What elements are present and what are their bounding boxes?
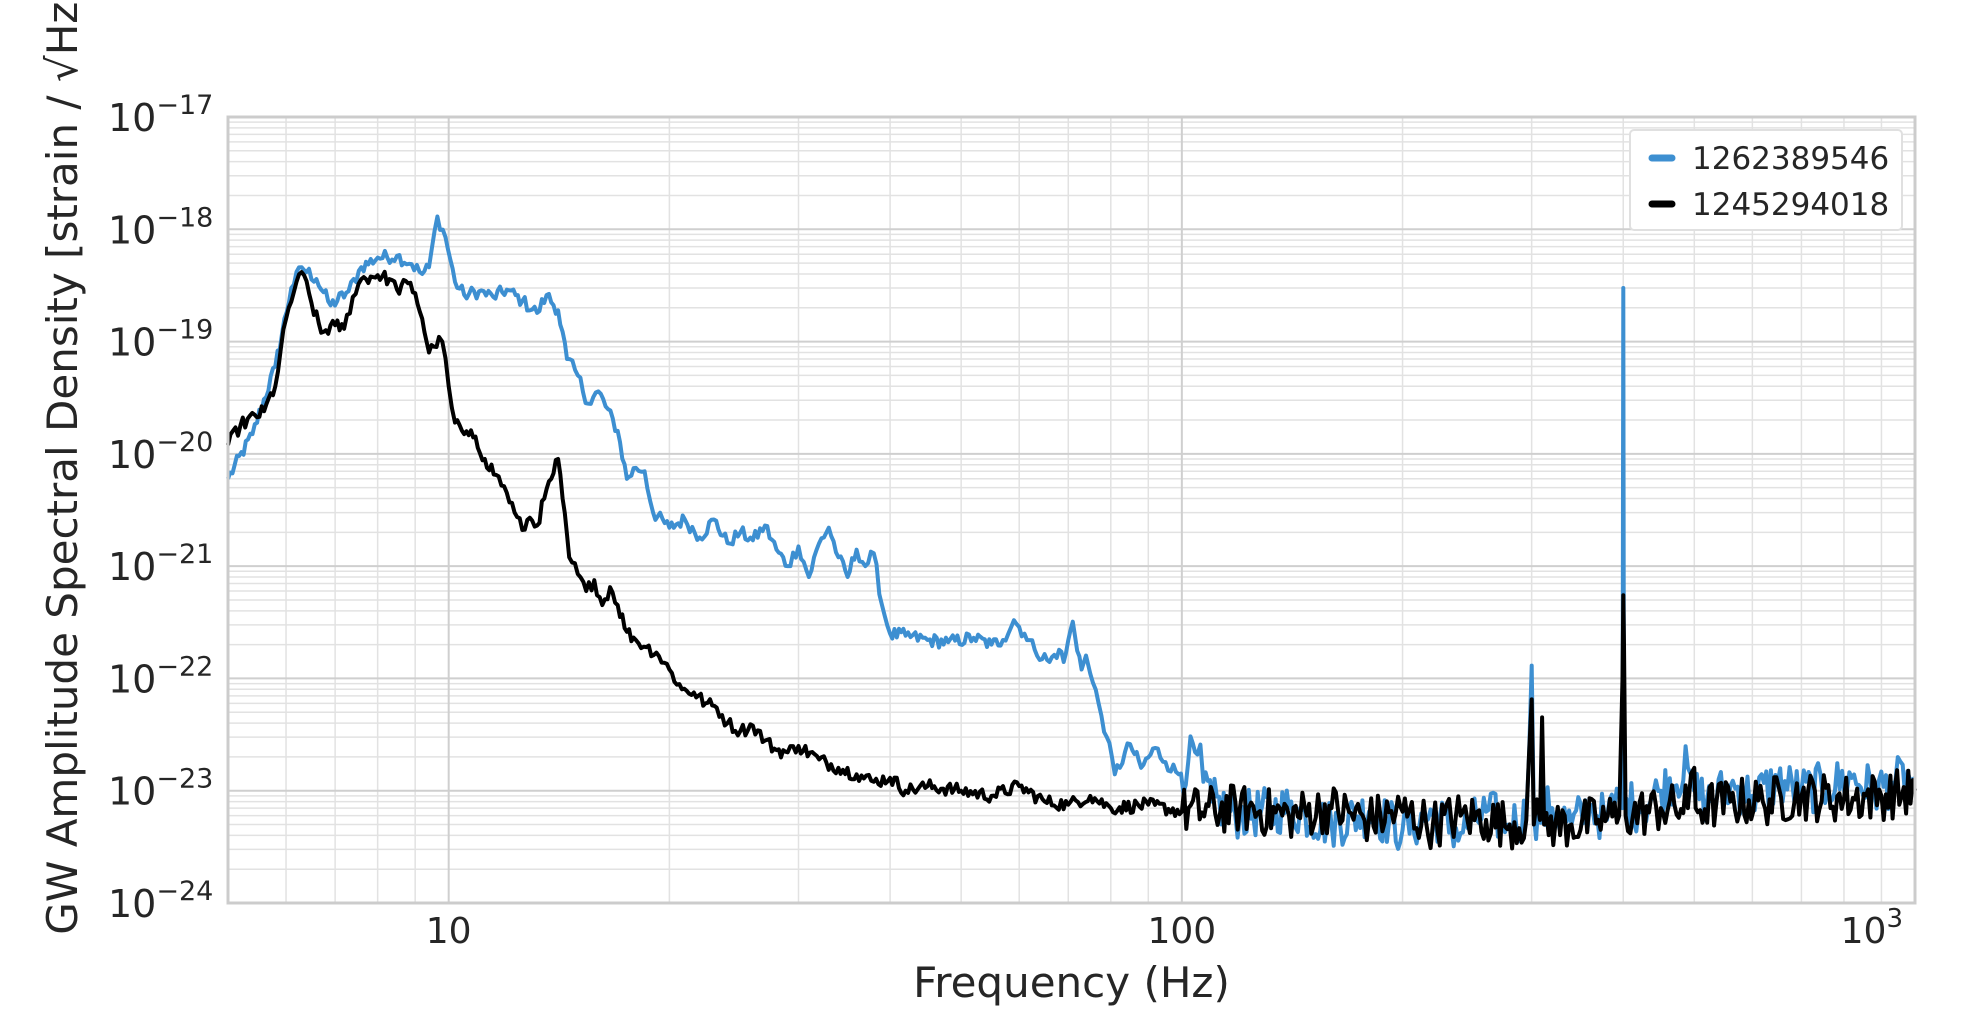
y-tick-label: 10−20 [108, 427, 213, 477]
x-tick-label: 103 [1841, 904, 1903, 952]
y-tick-label: 10−21 [108, 539, 213, 589]
y-tick-label: 10−22 [108, 651, 213, 701]
y-tick-labels: 10−24 10−23 10−22 10−21 10−20 10−19 10−18 10−17 [108, 90, 213, 926]
y-axis-title: GW Amplitude Spectral Density [strain / … [38, 0, 87, 935]
legend-box [1629, 129, 1903, 231]
series-line-1245294018 [226, 269, 1917, 851]
y-tick-label: 10−19 [108, 315, 213, 365]
minor-gridlines [227, 117, 1915, 903]
plot-frame [226, 115, 1917, 905]
y-tick-label: 10−18 [108, 202, 213, 252]
series-line-1262389546 [226, 214, 1916, 851]
y-tick-label: 10−17 [108, 90, 213, 140]
legend-label-1262389546: 1262389546 [1692, 141, 1889, 177]
legend-label-1245294018: 1245294018 [1692, 187, 1889, 223]
x-tick-label: 10 [426, 911, 472, 952]
x-tick-label: 100 [1147, 911, 1216, 952]
legend: 1262389546 1245294018 [1629, 129, 1903, 231]
y-tick-label: 10−23 [108, 764, 213, 814]
y-tick-label: 10−24 [108, 876, 213, 926]
series-layer [226, 214, 1917, 851]
x-tick-labels: 10 100 103 [426, 904, 1903, 952]
x-axis-title: Frequency (Hz) [913, 958, 1230, 1007]
